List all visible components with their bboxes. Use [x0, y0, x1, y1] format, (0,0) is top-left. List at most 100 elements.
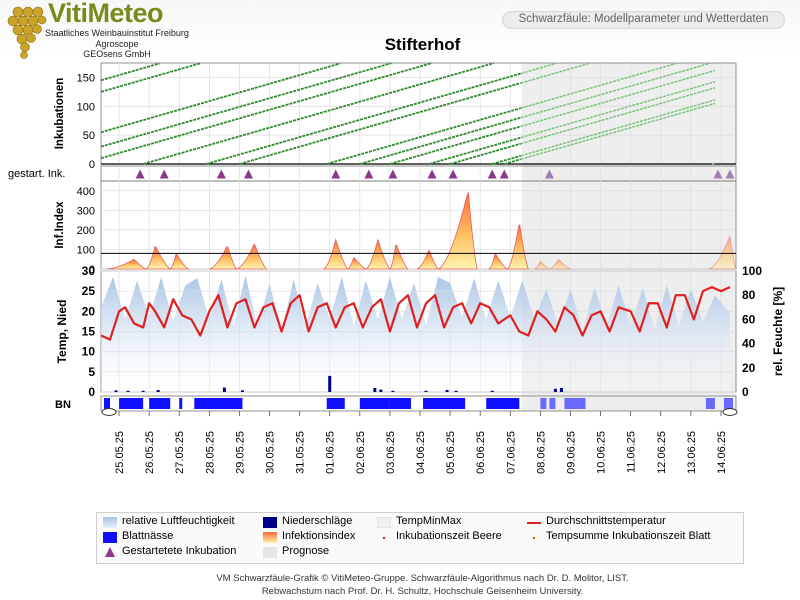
incubation-line-forecast-9 [520, 62, 711, 119]
weather-ytick-right: 80 [742, 288, 756, 302]
incubation-line-9 [359, 116, 522, 165]
x-tick-label: 30.05.25 [265, 431, 277, 474]
infection-peak-0 [106, 258, 147, 270]
x-tick-label: 01.06.25 [325, 431, 337, 474]
legend-label-rain: Niederschläge [282, 515, 353, 527]
precipitation-bar-14 [553, 388, 557, 392]
weather-ytick-left: 0 [88, 385, 95, 399]
incubation-line-11 [428, 136, 522, 165]
x-tick-label: 25.05.25 [114, 431, 126, 474]
started-incubation-label: gestart. Ink. [8, 168, 65, 180]
leaf-wetness-bar-12 [564, 398, 586, 409]
leaf-wetness-bar-11 [549, 398, 556, 409]
leaf-wetness-bar-2 [149, 398, 171, 409]
started-incubation-marker-2 [216, 169, 226, 179]
incubation-line-forecast-11 [520, 81, 716, 139]
x-tick-label: 05.06.25 [445, 431, 457, 474]
leaf-wetness-bar-3 [179, 398, 183, 409]
legend-label-tempminmax: TempMinMax [396, 515, 462, 527]
precipitation-bar-1 [126, 390, 130, 392]
infection-ytick: 400 [77, 186, 95, 198]
infection-peak-12 [506, 224, 529, 270]
infection-peak-10 [437, 192, 478, 270]
leaf-wetness-bar-7 [389, 398, 411, 409]
x-tick-label: 11.06.25 [626, 431, 638, 473]
weather-ytick-left: 25 [82, 284, 96, 298]
leaf-wetness-bar-0 [104, 398, 111, 409]
incubation-line-8 [326, 107, 522, 165]
incubation-ytick: 100 [77, 101, 95, 113]
infection-peak-1 [144, 246, 172, 270]
weather-ytick-left: 5 [88, 365, 95, 379]
x-tick-label: 09.06.25 [565, 431, 577, 474]
weather-ylabel-right: rel. Feuchte [%] [771, 287, 785, 376]
precipitation-bar-3 [156, 389, 160, 392]
legend-label-avgtemp: Durchschnittstemperatur [546, 515, 666, 527]
incubation-line-3 [100, 62, 392, 148]
legend-swatch-avgtemp [527, 522, 541, 524]
started-incubation-marker-13 [725, 169, 735, 179]
x-tick-label: 14.06.25 [716, 431, 728, 474]
weather-ytick-left: 15 [82, 325, 96, 339]
x-tick-label: 08.06.25 [535, 431, 547, 474]
started-incubation-marker-6 [388, 169, 398, 179]
range-handle-left[interactable] [101, 408, 117, 416]
incubation-line-1 [100, 62, 201, 93]
precipitation-bar-11 [445, 389, 449, 392]
footer-line-2: Rebwachstum nach Prof. Dr. H. Schultz, H… [261, 586, 584, 597]
vitimeteo-logo[interactable]: VitiMeteo Staatliches Weinbauinstitut Fr… [2, 0, 192, 62]
incubation-line-forecast-14 [520, 102, 716, 160]
legend-label-incub_berry: Inkubationszeit Beere [396, 530, 502, 542]
leaf-wetness-bar-5 [326, 398, 345, 409]
header-title: Schwarzfäule: Modellparameter und Wetter… [502, 11, 785, 29]
legend-label-forecast: Prognose [282, 545, 330, 557]
incubation-ylabel: Inkubationen [54, 78, 66, 150]
precipitation-bar-9 [391, 390, 395, 392]
weather-ytick-left: 30 [82, 264, 96, 278]
incubation-ytick: 0 [89, 159, 95, 171]
infection-peak-6 [346, 257, 366, 270]
institution-3: GEOsens GmbH [83, 49, 151, 59]
legend-swatch-rain [263, 517, 277, 528]
incubation-line-5 [142, 62, 494, 165]
legend-swatch-forecast [263, 547, 277, 558]
legend-swatch-tempsum [527, 532, 541, 543]
x-tick-label: 07.06.25 [505, 431, 517, 474]
incubation-line-12 [449, 142, 522, 165]
brand-name: VitiMeteo [48, 0, 164, 28]
incubation-line-14 [504, 158, 522, 165]
legend-swatch-incub_berry [377, 532, 391, 543]
incubation-ytick: 50 [83, 130, 95, 142]
leaf-wetness-bar-14 [723, 398, 733, 409]
incubation-line-0 [100, 62, 160, 82]
precipitation-bar-8 [379, 389, 383, 392]
legend-label-started: Gestartetete Inkubation [122, 545, 237, 557]
incubation-line-forecast-8 [520, 62, 678, 109]
panel-frame-bn [100, 395, 737, 412]
incubation-line-13 [491, 154, 522, 165]
started-incubation-marker-10 [499, 169, 509, 179]
incubation-line-4 [100, 62, 433, 160]
incubation-line-10 [389, 125, 522, 165]
started-incubation-marker-9 [487, 169, 497, 179]
legend: relative Luftfeuchtigkeit Niederschläge Te… [96, 512, 744, 564]
range-handle-right[interactable] [722, 408, 738, 416]
infection-peak-5 [322, 238, 349, 270]
humidity-area [101, 275, 730, 392]
infection-ytick: 100 [77, 244, 95, 256]
legend-swatch-tempminmax [377, 517, 391, 528]
x-tick-label: 12.06.25 [656, 431, 668, 474]
infection-peak-11 [488, 253, 509, 270]
institution-1: Staatliches Weinbauinstitut Freiburg [45, 28, 189, 38]
infection-peak-7 [364, 238, 391, 270]
infection-ylabel: Inf.Index [54, 201, 66, 249]
started-incubation-marker-4 [331, 169, 341, 179]
header-title-text: Schwarzfäule: Modellparameter und Wetter… [518, 13, 769, 25]
infection-ytick: 0 [89, 264, 95, 276]
infection-peak-8 [389, 244, 409, 270]
started-incubation-marker-0 [135, 169, 145, 179]
footer-line-1: VM Schwarzfäule-Grafik © VitiMeteo-Grupp… [216, 573, 629, 584]
legend-swatch-humidity [103, 517, 117, 528]
footer: VM Schwarzfäule-Grafik © VitiMeteo-Grupp… [0, 572, 800, 598]
